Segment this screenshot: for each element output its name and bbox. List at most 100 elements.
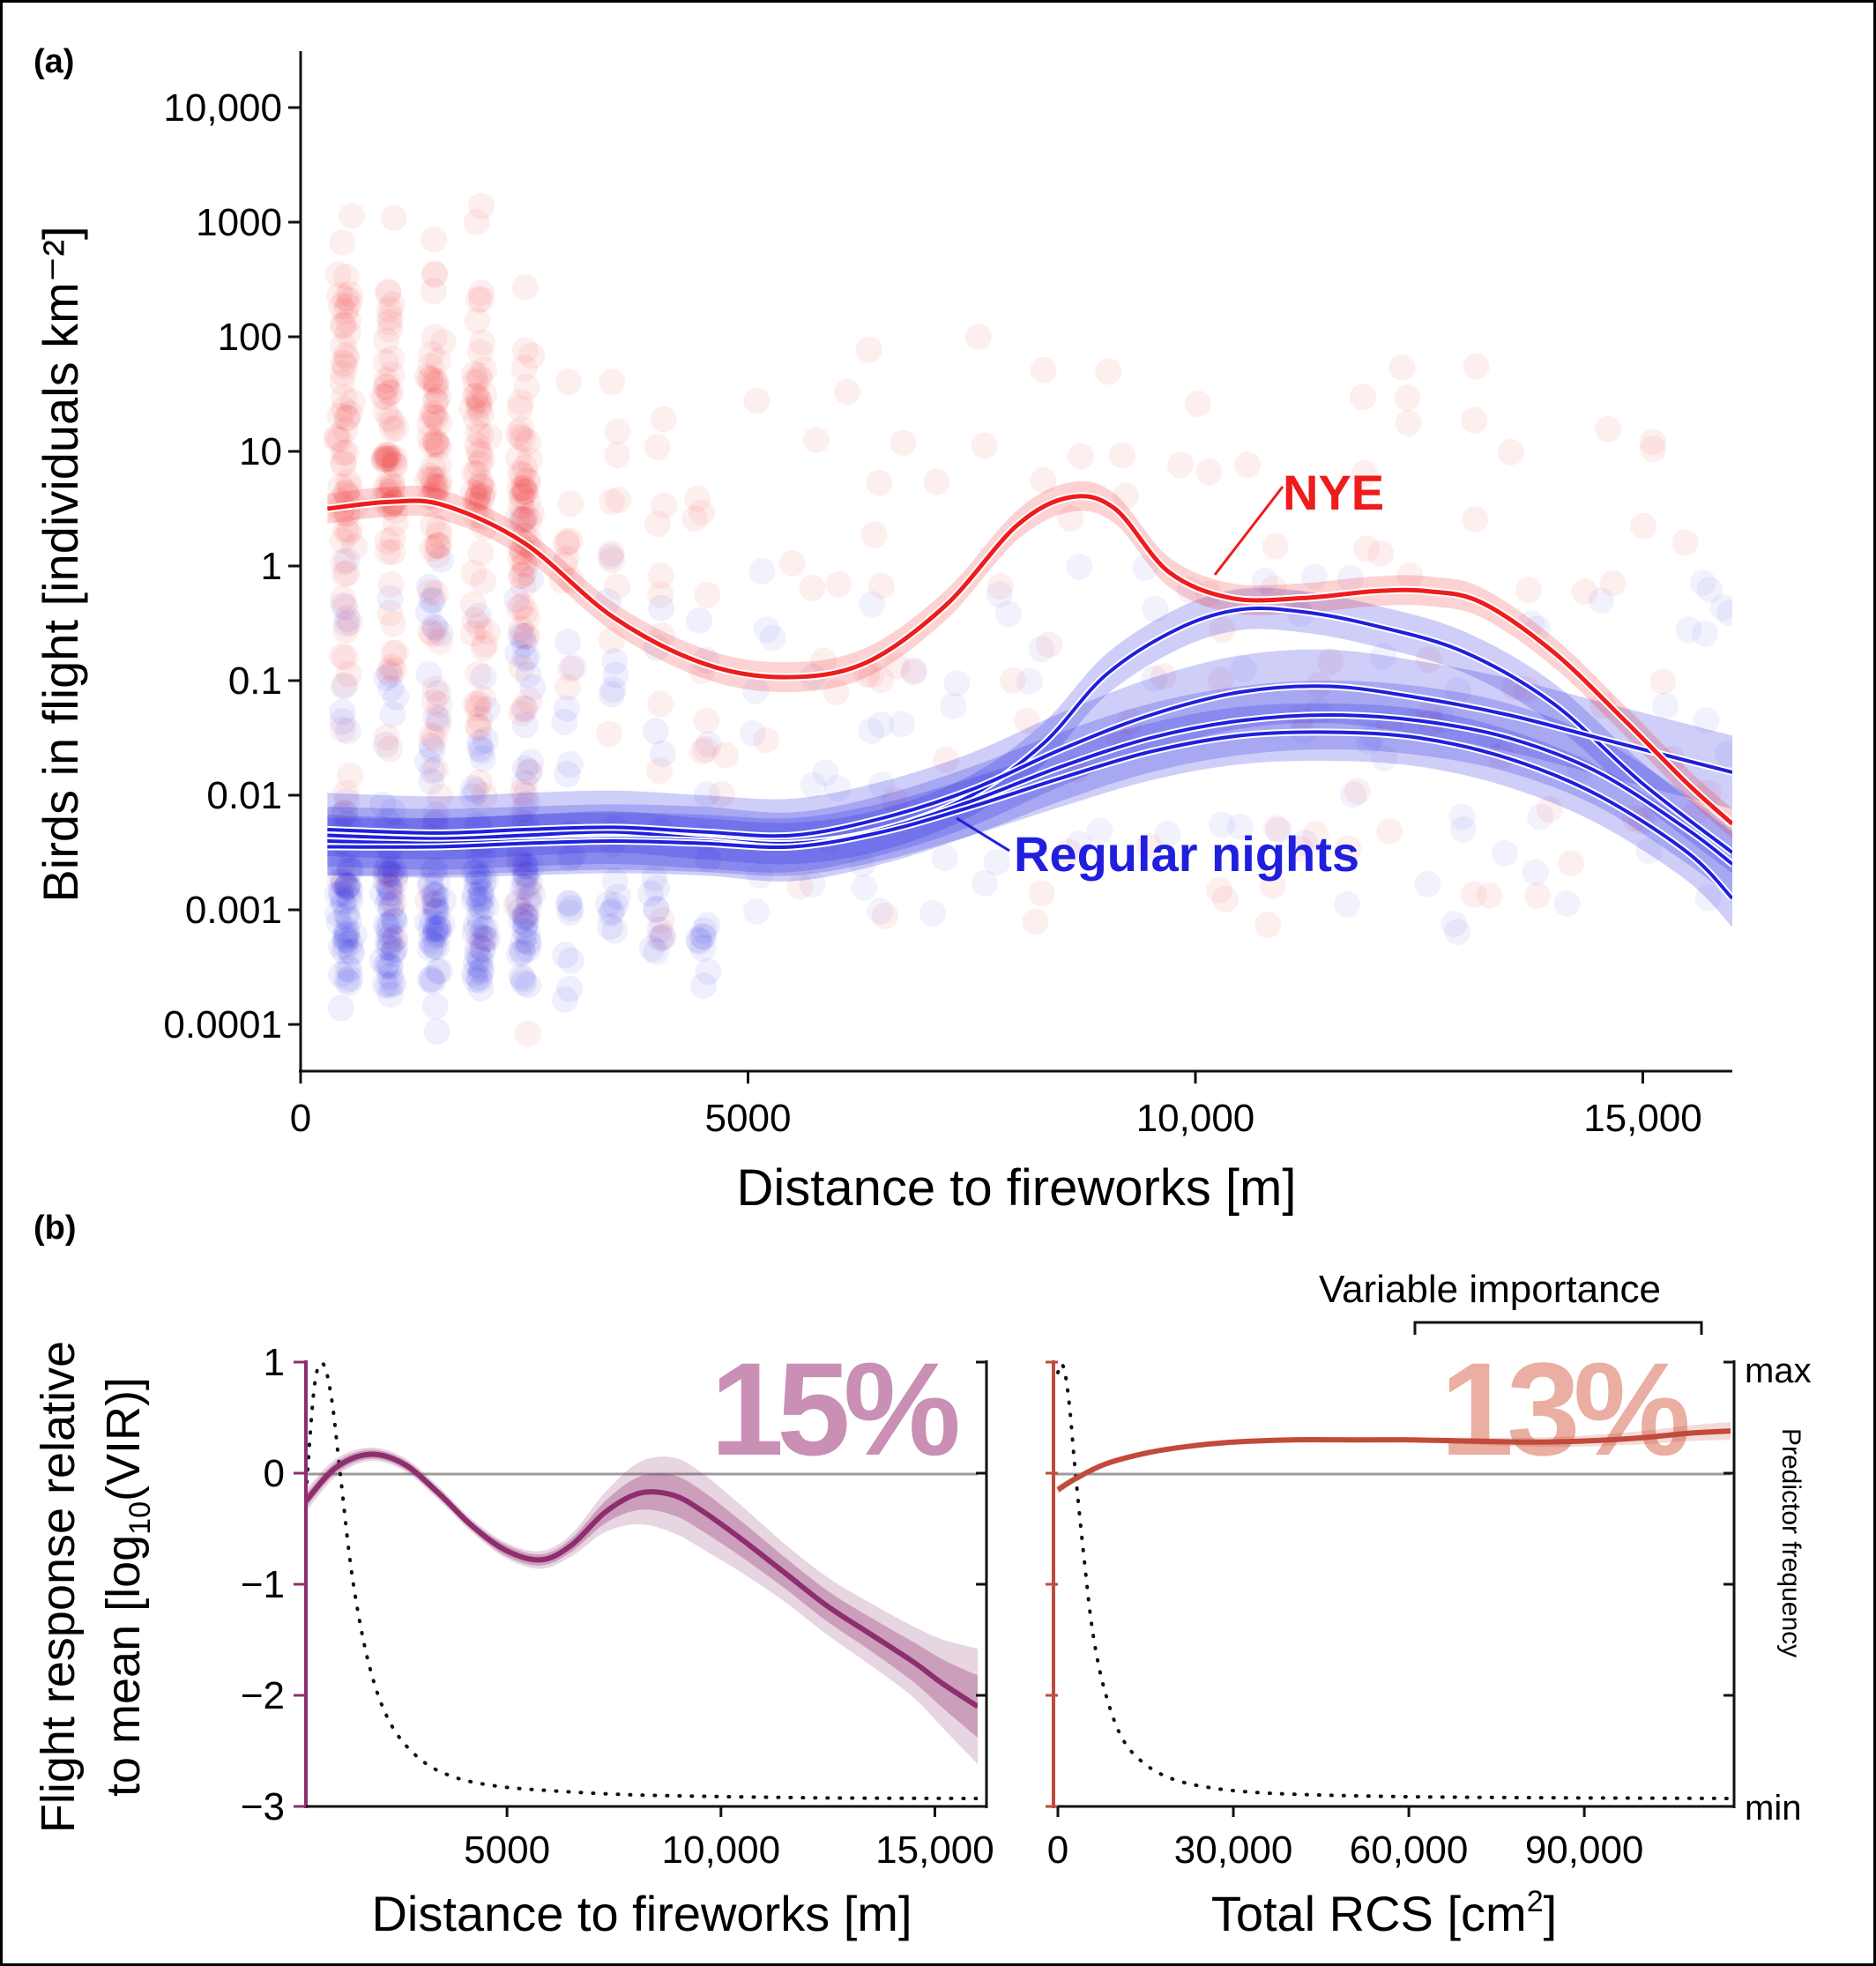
scatter-point [329,360,356,387]
scatter-point [374,950,401,978]
b-y-axis-title-line1: Flight response relative [32,1341,85,1833]
scatter-point [324,881,351,908]
scatter-point [1300,563,1328,591]
scatter-point [421,324,448,351]
scatter-point [753,726,780,754]
scatter-point [425,915,452,942]
scatter-point [1527,803,1554,830]
scatter-point [1463,353,1490,380]
scatter-point [467,279,495,307]
scatter-point [468,956,495,983]
scatter-point [423,541,450,569]
scatter-point [468,737,495,764]
scatter-point [1376,818,1403,845]
scatter-point [502,891,530,919]
scatter-point [551,986,578,1013]
scatter-point [466,769,494,796]
scatter-point [327,473,354,500]
scatter-point [462,966,489,994]
scatter-point [686,928,713,956]
predictor-frequency-line [1056,1361,1731,1800]
scatter-point [693,781,720,808]
scatter-point [1230,656,1257,683]
scatter-point [417,927,444,955]
scatter-point [427,783,454,810]
scatter-point [557,947,584,974]
scatter-point [332,593,360,621]
scatter-point [465,866,493,893]
scatter-point [1095,358,1122,385]
scatter-point [597,543,624,570]
scatter-point [510,630,538,658]
scatter-point [636,880,664,907]
scatter-point [421,613,448,640]
scatter-point [375,912,402,940]
scatter-point [383,639,410,667]
scatter-point [510,572,537,599]
scatter-point [517,748,544,776]
scatter-point [460,859,488,886]
scatter-point [514,927,541,955]
scatter-point [461,369,488,396]
scatter-point [424,898,451,926]
scatter-point [1630,512,1657,540]
scatter-point [882,786,909,814]
response-line [306,1451,978,1709]
scatter-point [331,800,358,827]
scatter-point [507,562,534,590]
scatter-point [324,900,352,927]
scatter-point [421,915,449,942]
scatter-point [510,478,538,505]
variable-importance-bracket [1413,1321,1703,1335]
scatter-point [334,468,361,495]
scatter-point [461,383,488,410]
scatter-point [515,759,542,786]
scatter-point [420,586,447,614]
scatter-point [1515,577,1542,604]
y-tick-label: 0.001 [185,889,282,932]
scatter-point [331,800,359,827]
b-x-tick-label: 15,000 [875,1828,994,1872]
scatter-point [983,848,1010,875]
scatter-point [1696,577,1723,604]
scatter-point [643,896,670,923]
scatter-point [465,395,493,422]
scatter-point [428,546,455,573]
scatter-point [422,428,450,456]
scatter-point [511,454,539,481]
scatter-point [799,574,826,601]
scatter-point [372,868,399,896]
scatter-point [333,787,361,815]
scatter-point [466,365,494,392]
scatter-point [1344,778,1371,805]
scatter-point [557,895,584,922]
scatter-point [470,925,497,952]
scatter-point [890,429,917,457]
scatter-point [604,418,631,445]
scatter-point [380,970,407,997]
scatter-point [601,917,629,944]
scatter-point [604,441,631,468]
scatter-point [372,348,399,376]
scatter-point [330,438,357,465]
scatter-point [1558,850,1585,877]
scatter-point [376,922,404,949]
scatter-point [375,872,402,899]
scatter-point [383,414,410,442]
scatter-point [371,445,398,473]
scatter-point [372,912,399,939]
scatter-point [420,278,447,305]
scatter-point [336,287,363,315]
scatter-point [380,639,407,667]
scatter-point [422,893,450,920]
scatter-point [1440,911,1468,938]
scatter-point [376,658,403,685]
scatter-point [465,690,492,718]
scatter-point [425,915,452,942]
scatter-point [416,366,443,393]
scatter-point [375,278,402,305]
b-x-tick-label: 90,000 [1525,1828,1644,1872]
scatter-point [378,444,406,472]
scatter-point [418,364,445,391]
scatter-point [867,771,895,799]
